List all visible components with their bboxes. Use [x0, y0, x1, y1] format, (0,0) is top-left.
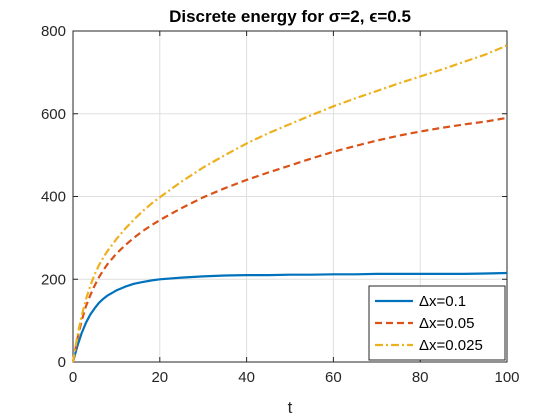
x-tick-label: 40: [238, 369, 255, 386]
x-tick-label: 20: [151, 369, 168, 386]
legend-label-1: Δx=0.1: [419, 293, 466, 310]
series-line-3: [71, 44, 508, 363]
x-axis-label: t: [288, 398, 293, 417]
x-tick-label: 0: [69, 369, 77, 386]
series-line-1: [71, 271, 508, 363]
y-tick-label: 400: [41, 189, 66, 206]
x-tick-label: 60: [325, 369, 342, 386]
legend: Δx=0.1 Δx=0.05 Δx=0.025: [368, 285, 506, 361]
grid: [73, 31, 507, 362]
legend-label-3: Δx=0.025: [419, 337, 483, 354]
chart-title: Discrete energy for σ=2, ϵ=0.5: [169, 7, 411, 26]
axis-ticks: 0 20 40 60 80 100 0 200 400 600 800: [41, 23, 520, 386]
x-tick-label: 100: [494, 369, 519, 386]
y-tick-label: 800: [41, 23, 66, 40]
series-line-2: [71, 116, 508, 363]
y-tick-label: 200: [41, 271, 66, 288]
legend-label-2: Δx=0.05: [419, 315, 474, 332]
y-tick-label: 600: [41, 106, 66, 123]
x-tick-label: 80: [412, 369, 429, 386]
y-tick-label: 0: [58, 354, 66, 371]
series-lines: [71, 44, 508, 363]
